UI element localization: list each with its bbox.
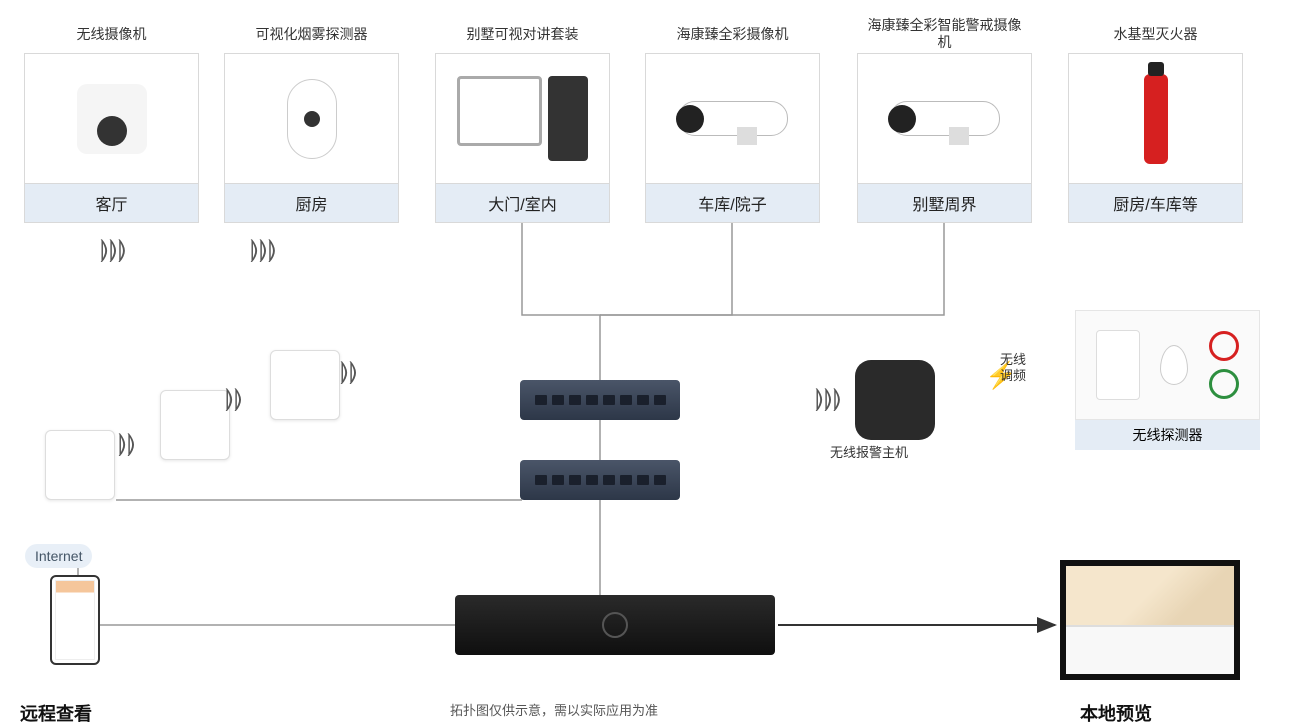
- wifi-icon: ⟭⟭⟭: [100, 236, 127, 264]
- network-switch: [520, 380, 680, 420]
- device-column: 别墅可视对讲套装大门/室内: [435, 15, 610, 223]
- device-location: 厨房: [224, 183, 399, 223]
- device-image-smoke-det: [224, 53, 399, 183]
- wifi-icon: ⟭⟭⟭: [250, 236, 277, 264]
- device-column: 可视化烟雾探测器厨房: [224, 15, 399, 223]
- device-location: 别墅周界: [857, 183, 1032, 223]
- remote-view-label: 远程查看: [20, 700, 92, 726]
- device-title: 海康臻全彩摄像机: [645, 15, 820, 53]
- footnote: 拓扑图仅供示意，需以实际应用为准: [450, 700, 658, 719]
- device-title: 别墅可视对讲套装: [435, 15, 610, 53]
- mesh-router: [45, 430, 115, 500]
- device-image-extinguisher: [1068, 53, 1243, 183]
- mesh-router: [160, 390, 230, 460]
- device-column: 水基型灭火器厨房/车库等: [1068, 15, 1243, 223]
- device-location: 厨房/车库等: [1068, 183, 1243, 223]
- device-image-ptz-cam: [24, 53, 199, 183]
- device-title: 海康臻全彩智能警戒摄像机: [857, 15, 1032, 53]
- wireless-fm-label: 无线 调频: [1000, 352, 1026, 383]
- device-column: 无线摄像机客厅: [24, 15, 199, 223]
- wireless-alarm-host: [855, 360, 935, 440]
- device-image-bullet-cam: [645, 53, 820, 183]
- device-image-intercom: [435, 53, 610, 183]
- internet-cloud: Internet: [25, 544, 92, 568]
- local-preview-label: 本地预览: [1080, 700, 1152, 726]
- device-location: 车库/院子: [645, 183, 820, 223]
- device-title: 无线摄像机: [24, 15, 199, 53]
- alarm-host-label: 无线报警主机: [830, 445, 908, 461]
- nvr-recorder: [455, 595, 775, 655]
- wifi-icon: ⟭⟭⟭: [815, 385, 842, 413]
- device-column: 海康臻全彩摄像机车库/院子: [645, 15, 820, 223]
- display-monitor: [1060, 560, 1240, 680]
- detector-label: 无线探测器: [1075, 420, 1260, 450]
- wifi-icon: ⟭⟭: [225, 385, 243, 413]
- mobile-phone: [50, 575, 100, 665]
- device-image-bullet-cam: [857, 53, 1032, 183]
- wireless-detector-panel: 无线探测器: [1075, 310, 1260, 450]
- device-title: 水基型灭火器: [1068, 15, 1243, 53]
- wifi-icon: ⟭⟭: [340, 358, 358, 386]
- device-column: 海康臻全彩智能警戒摄像机别墅周界: [857, 15, 1032, 223]
- mesh-router: [270, 350, 340, 420]
- device-location: 客厅: [24, 183, 199, 223]
- wifi-icon: ⟭⟭: [118, 430, 136, 458]
- device-title: 可视化烟雾探测器: [224, 15, 399, 53]
- device-location: 大门/室内: [435, 183, 610, 223]
- network-switch: [520, 460, 680, 500]
